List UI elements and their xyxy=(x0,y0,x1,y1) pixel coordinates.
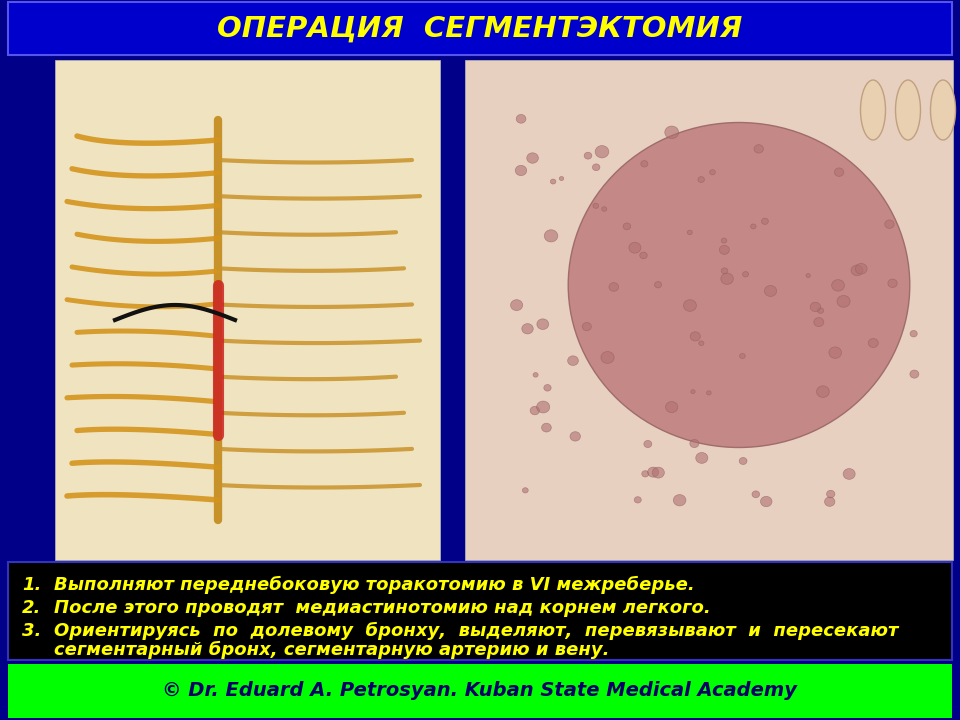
Ellipse shape xyxy=(544,230,558,242)
Ellipse shape xyxy=(814,318,824,327)
Ellipse shape xyxy=(843,469,855,480)
Ellipse shape xyxy=(751,224,756,229)
Ellipse shape xyxy=(806,274,810,277)
Text: © Dr. Eduard A. Petrosyan. Kuban State Medical Academy: © Dr. Eduard A. Petrosyan. Kuban State M… xyxy=(162,682,798,701)
Ellipse shape xyxy=(721,238,727,243)
Ellipse shape xyxy=(930,80,955,140)
Text: Ориентируясь  по  долевому  бронху,  выделяют,  перевязывают  и  пересекают: Ориентируясь по долевому бронху, выделяю… xyxy=(54,622,899,640)
Ellipse shape xyxy=(530,406,540,415)
Ellipse shape xyxy=(834,168,844,176)
Text: сегментарный бронх, сегментарную артерию и вену.: сегментарный бронх, сегментарную артерию… xyxy=(54,641,610,659)
Ellipse shape xyxy=(648,467,659,477)
Ellipse shape xyxy=(673,495,685,506)
Ellipse shape xyxy=(640,161,648,167)
Ellipse shape xyxy=(533,372,539,377)
Ellipse shape xyxy=(665,402,678,413)
Ellipse shape xyxy=(825,497,835,506)
Ellipse shape xyxy=(635,497,641,503)
Ellipse shape xyxy=(644,441,652,448)
Ellipse shape xyxy=(583,323,591,330)
Ellipse shape xyxy=(592,164,600,171)
Ellipse shape xyxy=(537,401,550,413)
Ellipse shape xyxy=(516,114,526,123)
Bar xyxy=(8,2,952,55)
Ellipse shape xyxy=(568,122,910,448)
Ellipse shape xyxy=(739,354,745,359)
Ellipse shape xyxy=(707,391,711,395)
Ellipse shape xyxy=(752,491,759,498)
Ellipse shape xyxy=(550,179,556,184)
Ellipse shape xyxy=(696,452,708,464)
Ellipse shape xyxy=(687,230,692,235)
Ellipse shape xyxy=(885,220,894,228)
Ellipse shape xyxy=(860,80,885,140)
Ellipse shape xyxy=(522,487,528,493)
Ellipse shape xyxy=(639,252,647,258)
Ellipse shape xyxy=(760,496,772,507)
Ellipse shape xyxy=(609,283,618,292)
Ellipse shape xyxy=(817,307,824,313)
Ellipse shape xyxy=(816,386,829,397)
Ellipse shape xyxy=(868,338,878,348)
Ellipse shape xyxy=(601,351,614,364)
Bar xyxy=(8,562,952,660)
Ellipse shape xyxy=(560,176,564,181)
Ellipse shape xyxy=(827,490,835,498)
Ellipse shape xyxy=(537,319,549,330)
Text: Выполняют переднебоковую торакотомию в VI межреберье.: Выполняют переднебоковую торакотомию в V… xyxy=(54,576,695,594)
Bar xyxy=(465,60,953,560)
Ellipse shape xyxy=(828,347,842,359)
Ellipse shape xyxy=(721,268,728,274)
Ellipse shape xyxy=(629,243,641,253)
Ellipse shape xyxy=(743,271,749,277)
Ellipse shape xyxy=(852,265,863,276)
Ellipse shape xyxy=(511,300,522,310)
Ellipse shape xyxy=(810,302,821,312)
Ellipse shape xyxy=(896,80,921,140)
Ellipse shape xyxy=(655,282,661,288)
Ellipse shape xyxy=(623,223,631,230)
Ellipse shape xyxy=(699,341,704,346)
Text: 3.: 3. xyxy=(22,622,41,640)
Ellipse shape xyxy=(837,295,850,307)
Ellipse shape xyxy=(567,356,578,366)
Ellipse shape xyxy=(684,300,696,311)
Bar xyxy=(8,664,952,718)
Ellipse shape xyxy=(543,384,551,391)
Ellipse shape xyxy=(754,145,763,153)
Ellipse shape xyxy=(690,439,699,448)
Bar xyxy=(55,60,440,560)
Ellipse shape xyxy=(602,207,607,211)
Ellipse shape xyxy=(910,370,919,378)
Ellipse shape xyxy=(764,285,777,297)
Text: ОПЕРАЦИЯ  СЕГМЕНТЭКТОМИЯ: ОПЕРАЦИЯ СЕГМЕНТЭКТОМИЯ xyxy=(217,14,743,42)
Ellipse shape xyxy=(641,471,649,477)
Text: 2.: 2. xyxy=(22,599,41,617)
Ellipse shape xyxy=(698,176,705,182)
Text: После этого проводят  медиастинотомию над корнем легкого.: После этого проводят медиастинотомию над… xyxy=(54,599,710,617)
Ellipse shape xyxy=(721,273,733,284)
Ellipse shape xyxy=(595,145,609,158)
Ellipse shape xyxy=(527,153,539,163)
Ellipse shape xyxy=(541,423,551,432)
Ellipse shape xyxy=(516,166,527,176)
Ellipse shape xyxy=(691,390,695,394)
Ellipse shape xyxy=(739,457,747,464)
Ellipse shape xyxy=(585,152,591,159)
Ellipse shape xyxy=(593,203,599,208)
Text: 1.: 1. xyxy=(22,576,41,594)
Ellipse shape xyxy=(719,246,730,254)
Ellipse shape xyxy=(855,264,867,274)
Ellipse shape xyxy=(522,323,533,334)
Ellipse shape xyxy=(888,279,898,287)
Ellipse shape xyxy=(831,279,845,291)
Ellipse shape xyxy=(652,467,664,478)
Ellipse shape xyxy=(761,218,768,225)
Ellipse shape xyxy=(664,126,679,138)
Ellipse shape xyxy=(709,170,715,175)
Ellipse shape xyxy=(910,330,917,337)
Ellipse shape xyxy=(690,332,701,341)
Ellipse shape xyxy=(570,432,581,441)
